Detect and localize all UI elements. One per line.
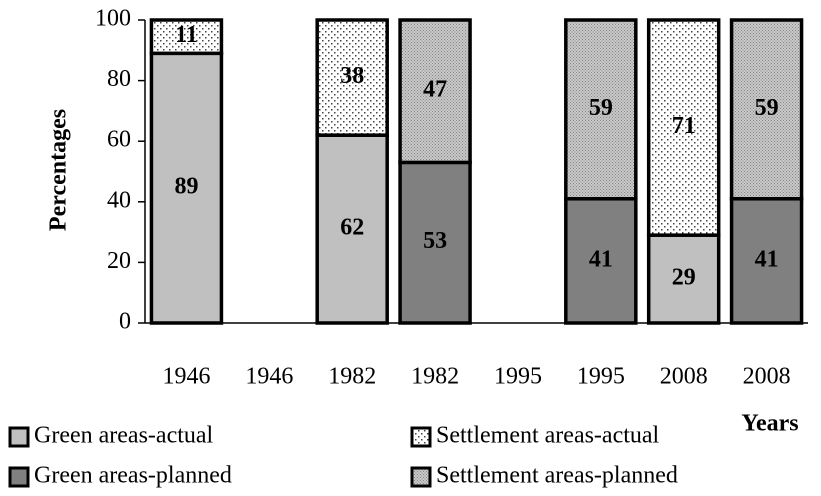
data-label: 53 [423, 228, 447, 254]
x-tick-label: 2008 [743, 364, 791, 390]
data-label: 71 [672, 113, 696, 139]
bar-segment [315, 133, 389, 325]
x-tick-label: 1982 [328, 364, 376, 390]
bar-segment [398, 160, 472, 325]
bar-segment [729, 18, 804, 201]
legend-label: Green areas-actual [34, 423, 214, 449]
bar-segment [149, 18, 224, 56]
x-tick-label: 1995 [494, 364, 542, 390]
x-tick-label: 2008 [660, 364, 708, 390]
bar-segment [398, 18, 472, 165]
y-tick-label: 80 [107, 66, 131, 92]
x-tick-label: 1946 [245, 364, 293, 390]
x-axis-title: Years [741, 411, 798, 437]
bar-segment [564, 197, 638, 325]
y-tick-label: 0 [119, 309, 131, 335]
x-tick-label: 1995 [577, 364, 625, 390]
x-tick-label: 1982 [411, 364, 459, 390]
bar-segment [315, 18, 389, 137]
legend-swatch [410, 426, 432, 448]
data-label: 62 [340, 215, 364, 241]
legend-label: Settlement areas-planned [436, 463, 678, 489]
bar-segment [646, 18, 721, 237]
data-label: 41 [755, 246, 779, 272]
y-tick-label: 20 [107, 248, 131, 274]
data-label: 59 [589, 95, 613, 121]
bar-segment [564, 18, 638, 201]
legend-swatch [8, 466, 30, 488]
y-tick-label: 100 [95, 6, 131, 32]
legend-label: Settlement areas-actual [436, 423, 660, 449]
data-label: 38 [340, 63, 364, 89]
y-axis-title: Percentages [46, 109, 72, 231]
data-label: 11 [175, 22, 198, 48]
data-label: 89 [174, 174, 198, 200]
legend-swatch [8, 426, 30, 448]
data-label: 47 [423, 77, 447, 103]
data-label: 41 [589, 246, 613, 272]
y-tick-label: 40 [107, 187, 131, 213]
legend-swatch [410, 466, 432, 488]
x-tick-label: 1946 [162, 364, 210, 390]
data-label: 29 [672, 265, 696, 291]
legend-label: Green areas-planned [34, 463, 232, 489]
y-tick-label: 60 [107, 127, 131, 153]
data-label: 59 [755, 95, 779, 121]
